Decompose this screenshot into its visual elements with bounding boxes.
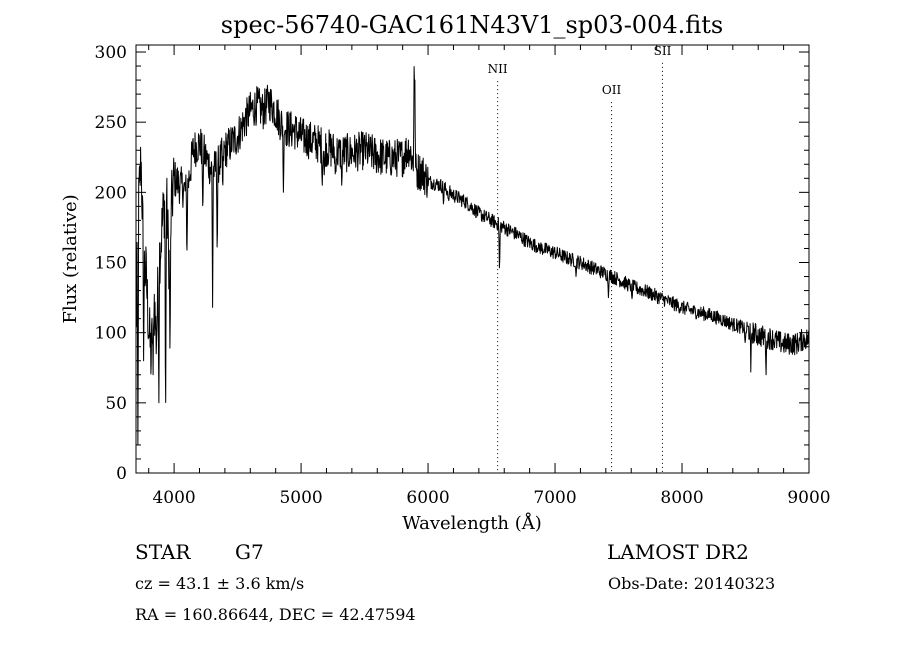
emission-line-markers: NII OII SII [488,44,672,473]
survey-name: LAMOST DR2 [607,540,749,564]
plot-frame [135,44,810,474]
y-tick-label: 300 [95,43,127,63]
x-tick-label: 4000 [152,488,195,508]
observation-date: Obs-Date: 20140323 [608,574,775,593]
axis-tick-labels: 4000 5000 6000 7000 8000 9000 0 50 100 150 200 250 3… [95,43,831,508]
y-tick-label: 150 [95,254,127,274]
x-axis-label: Wavelength (Å) [402,512,542,534]
emission-line-label: NII [488,62,508,76]
y-axis-label: Flux (relative) [60,194,81,323]
redshift-velocity: cz = 43.1 ± 3.6 km/s [135,574,304,593]
x-tick-label: 5000 [279,488,322,508]
x-tick-label: 6000 [406,488,449,508]
emission-line-label: SII [654,44,672,58]
spectral-subclass: G7 [235,540,264,564]
object-class: STAR [135,540,191,564]
y-tick-label: 200 [95,183,127,203]
x-tick-label: 8000 [660,488,703,508]
y-tick-label: 250 [95,113,127,133]
coordinates: RA = 160.86644, DEC = 42.47594 [135,605,416,624]
y-tick-label: 0 [116,464,127,484]
x-tick-label: 9000 [787,488,830,508]
chart-title: spec-56740-GAC161N43V1_sp03-004.fits [221,11,723,39]
axis-ticks [135,45,810,474]
emission-line-label: OII [602,83,622,97]
x-tick-label: 7000 [533,488,576,508]
y-tick-label: 50 [105,394,127,414]
spectrum-line [135,66,810,446]
y-tick-label: 100 [95,324,127,344]
